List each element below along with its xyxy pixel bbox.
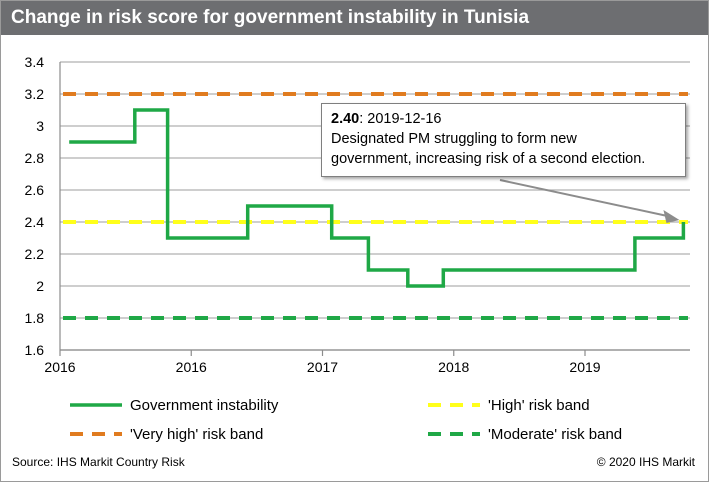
chart-title: Change in risk score for government inst… (11, 7, 530, 28)
legend-government-instability-label: Government instability (130, 397, 279, 414)
annotation-line-2: government, increasing risk of a second … (331, 151, 646, 167)
y-tick-label: 1.8 (25, 310, 45, 326)
annotation-date: : 2019-12-16 (359, 111, 442, 127)
y-tick-label: 2.2 (25, 246, 45, 262)
legend-moderate-risk-band-label: 'Moderate' risk band (488, 426, 622, 443)
y-tick-label: 3 (36, 118, 44, 134)
title-bar: Change in risk score for government inst… (1, 1, 708, 35)
y-tick-label: 3.2 (25, 86, 45, 102)
copyright-note: © 2020 IHS Markit (596, 455, 695, 469)
annotation-arrow-head (663, 210, 680, 223)
legend-very-high-risk-band-label: 'Very high' risk band (130, 426, 263, 443)
x-tick-label: 2017 (307, 359, 338, 375)
annotation-line-1: Designated PM struggling to form new (331, 131, 577, 147)
annotation-callout: 2.40: 2019-12-16 Designated PM strugglin… (321, 103, 686, 177)
x-tick-label: 2019 (569, 359, 600, 375)
x-tick-label: 2016 (176, 359, 207, 375)
y-tick-label: 2 (36, 278, 44, 294)
legend-high-risk-band-label: 'High' risk band (488, 397, 590, 414)
y-tick-label: 2.4 (25, 214, 45, 230)
government-instability-line (69, 108, 686, 288)
annotation-value: 2.40 (331, 111, 360, 127)
source-note: Source: IHS Markit Country Risk (12, 455, 185, 469)
y-tick-label: 2.6 (25, 182, 45, 198)
y-tick-label: 3.4 (25, 54, 45, 70)
x-tick-label: 2016 (44, 359, 75, 375)
y-tick-label: 2.8 (25, 150, 45, 166)
annotation-arrow-shaft (499, 179, 668, 217)
x-tick-label: 2018 (438, 359, 469, 375)
y-tick-label: 1.6 (25, 342, 45, 358)
